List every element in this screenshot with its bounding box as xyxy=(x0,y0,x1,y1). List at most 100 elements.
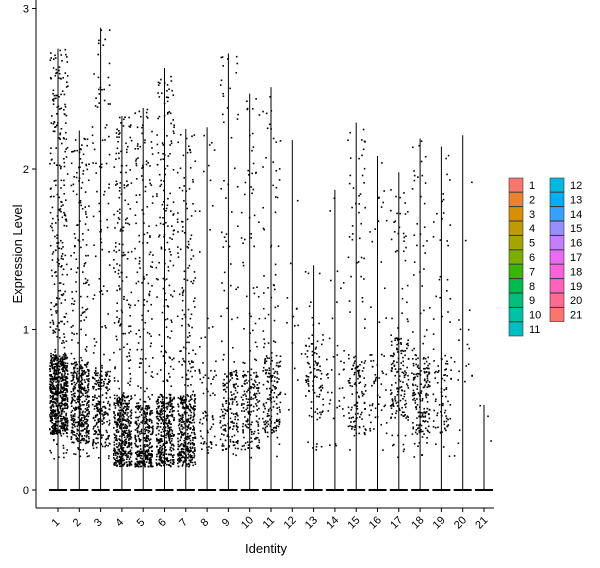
point xyxy=(72,431,74,433)
point xyxy=(165,326,168,328)
point xyxy=(395,195,397,198)
point xyxy=(140,465,143,468)
point xyxy=(59,337,61,339)
point xyxy=(364,384,367,386)
point xyxy=(354,424,356,427)
point xyxy=(169,398,171,400)
point xyxy=(372,359,375,362)
point xyxy=(84,348,87,351)
point xyxy=(130,124,132,126)
point xyxy=(117,272,120,275)
point xyxy=(116,310,118,312)
point xyxy=(92,162,94,164)
point xyxy=(396,249,398,252)
point xyxy=(161,402,163,404)
point xyxy=(81,412,84,414)
point xyxy=(72,441,75,444)
point xyxy=(358,382,360,384)
point xyxy=(160,418,163,421)
point xyxy=(166,204,169,207)
point xyxy=(93,294,96,296)
point xyxy=(63,346,66,349)
point xyxy=(400,350,402,352)
point xyxy=(407,339,409,341)
point xyxy=(182,450,185,453)
point xyxy=(139,267,141,269)
point xyxy=(242,429,244,431)
point xyxy=(394,400,397,402)
point xyxy=(50,384,53,386)
point xyxy=(119,132,121,134)
point xyxy=(310,301,312,303)
point xyxy=(237,113,239,116)
point xyxy=(116,338,118,341)
point xyxy=(60,360,63,363)
point xyxy=(64,379,66,381)
point xyxy=(65,420,67,423)
point xyxy=(149,433,152,436)
point xyxy=(202,362,204,364)
point xyxy=(191,398,193,400)
point xyxy=(79,391,82,393)
point xyxy=(117,400,120,403)
point xyxy=(177,445,180,448)
point xyxy=(107,445,109,447)
point xyxy=(126,427,128,429)
point xyxy=(332,356,335,358)
point xyxy=(98,429,100,432)
point xyxy=(425,380,428,383)
point xyxy=(241,403,243,405)
point xyxy=(63,109,65,111)
point xyxy=(73,176,75,178)
point xyxy=(353,362,356,364)
point xyxy=(310,343,313,345)
point xyxy=(364,428,367,430)
point xyxy=(169,393,172,396)
point xyxy=(54,428,57,431)
point xyxy=(128,116,130,119)
point xyxy=(84,442,87,445)
point xyxy=(126,396,129,398)
point xyxy=(262,404,265,406)
point xyxy=(169,411,171,413)
point xyxy=(126,343,129,345)
point xyxy=(248,174,250,176)
point xyxy=(186,411,188,414)
point xyxy=(308,389,310,392)
point xyxy=(58,372,60,375)
point xyxy=(268,372,271,375)
point xyxy=(428,381,431,383)
point xyxy=(169,423,172,425)
point xyxy=(79,424,82,427)
point xyxy=(134,442,136,445)
point xyxy=(404,414,406,416)
point xyxy=(392,352,395,355)
point xyxy=(194,370,196,372)
point xyxy=(74,237,77,239)
point xyxy=(393,231,396,233)
point xyxy=(63,211,65,214)
point xyxy=(119,325,121,327)
point xyxy=(148,253,151,256)
point xyxy=(188,435,190,438)
point xyxy=(151,153,154,155)
point xyxy=(235,72,238,74)
point xyxy=(156,412,159,415)
point xyxy=(304,271,307,273)
point xyxy=(106,373,108,376)
point xyxy=(191,455,193,457)
point xyxy=(189,443,192,446)
point xyxy=(352,364,355,367)
point xyxy=(278,406,280,409)
point xyxy=(182,464,184,466)
point xyxy=(156,453,158,456)
point xyxy=(144,450,147,453)
point xyxy=(363,362,366,364)
point xyxy=(85,389,88,392)
point xyxy=(412,377,415,379)
point xyxy=(164,449,166,451)
point xyxy=(248,413,250,415)
point xyxy=(80,418,82,420)
point xyxy=(317,362,319,364)
point xyxy=(158,405,160,407)
